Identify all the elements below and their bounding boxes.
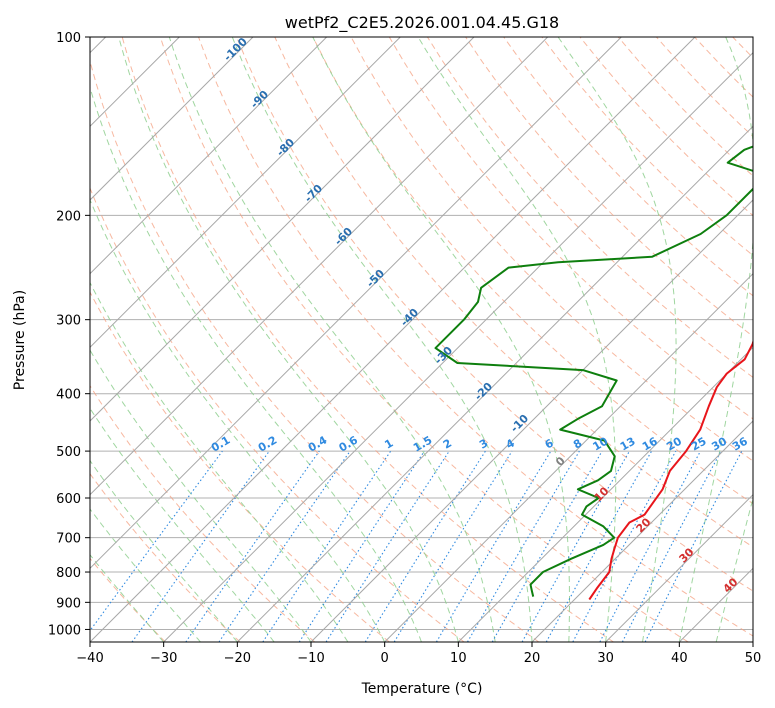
y-tick-label: 400	[56, 388, 81, 403]
x-tick-label: −30	[150, 651, 177, 666]
isotherm	[236, 125, 753, 642]
isotherm	[605, 493, 753, 642]
dry-adiabat	[90, 186, 465, 642]
moist-adiabat	[90, 407, 275, 642]
dry-adiabat	[121, 37, 614, 642]
x-tick-label: −40	[76, 651, 103, 666]
isotherm	[310, 199, 753, 642]
mixing-ratio-line	[185, 450, 320, 642]
moist-adiabat	[678, 37, 753, 642]
mixing-ratio-line	[644, 450, 743, 642]
isotherm	[457, 346, 753, 642]
dry-adiabat	[465, 37, 753, 338]
y-tick-label: 900	[56, 596, 81, 611]
moist-adiabat	[312, 37, 570, 642]
x-tick-label: 10	[450, 651, 467, 666]
isotherm	[90, 37, 401, 349]
dry-adiabat	[90, 291, 390, 642]
y-ticks: 100 200 300 400 500 600 700 800 900 1000	[48, 31, 90, 638]
isotherm	[90, 37, 475, 422]
x-ticks: −40 −30 −20 −10 0 10 20 30 40 50	[76, 642, 761, 666]
background-lines	[90, 37, 753, 642]
y-tick-label: 800	[56, 566, 81, 581]
chart-title: wetPf2_C2E5.2026.001.04.45.G18	[285, 13, 559, 33]
isotherm	[384, 272, 753, 642]
moist-adiabat	[168, 37, 496, 642]
y-tick-label: 500	[56, 445, 81, 460]
x-tick-label: 0	[381, 651, 389, 666]
y-tick-label: 300	[56, 314, 81, 329]
mixing-ratio-line	[325, 450, 450, 642]
moist-adiabat	[90, 85, 422, 642]
x-axis-label: Temperature (°C)	[361, 681, 483, 697]
dry-adiabat	[350, 37, 753, 462]
mixing-ratio-line	[262, 450, 392, 642]
y-axis-label: Pressure (hPa)	[12, 290, 28, 390]
isotherm	[531, 420, 753, 642]
mixing-ratio-line	[572, 450, 677, 642]
moist-adiabat	[90, 281, 349, 642]
x-tick-label: −10	[297, 651, 324, 666]
isotherm	[90, 37, 622, 570]
dry-adiabat	[426, 37, 753, 378]
x-tick-label: 30	[597, 651, 614, 666]
x-tick-label: 50	[745, 651, 762, 666]
mixing-ratio-line	[298, 450, 425, 642]
dry-adiabat	[274, 37, 753, 548]
dry-adiabat	[312, 37, 753, 505]
plot-frame	[89, 36, 754, 643]
x-tick-label: −20	[224, 651, 251, 666]
dry-adiabat	[236, 37, 753, 592]
isotherm	[90, 37, 328, 275]
y-tick-label: 700	[56, 532, 81, 547]
moist-adiabat	[231, 37, 533, 642]
isotherm	[163, 51, 753, 642]
y-tick-label: 200	[56, 209, 81, 224]
y-tick-label: 100	[56, 31, 81, 46]
dry-adiabat	[90, 384, 316, 642]
x-tick-label: 20	[524, 651, 541, 666]
moist-adiabat	[715, 496, 753, 642]
x-tick-label: 40	[671, 651, 688, 666]
mixing-ratio-line	[393, 450, 513, 642]
isotherm	[90, 37, 549, 496]
dry-adiabat	[503, 37, 753, 297]
moist-adiabat	[90, 508, 201, 642]
moist-adiabat	[417, 37, 617, 642]
mixing-ratio-line	[218, 450, 351, 642]
dry-adiabat	[388, 37, 753, 420]
mixing-ratio-line	[90, 450, 223, 632]
dry-adiabat	[159, 37, 689, 642]
mixing-ratio-line	[521, 450, 630, 642]
mixing-ratio-line	[131, 450, 270, 642]
dry-adiabat	[90, 59, 540, 642]
y-tick-label: 600	[56, 492, 81, 507]
dewpoint-profile	[434, 145, 753, 597]
mixing-ratio-line	[545, 450, 653, 642]
y-tick-label: 1000	[48, 623, 81, 638]
moist-adiabat	[90, 554, 165, 642]
isotherm	[90, 37, 254, 201]
dry-adiabat	[90, 472, 241, 642]
moist-adiabat	[90, 198, 386, 642]
isotherm	[90, 37, 696, 642]
moist-adiabat	[90, 459, 238, 642]
